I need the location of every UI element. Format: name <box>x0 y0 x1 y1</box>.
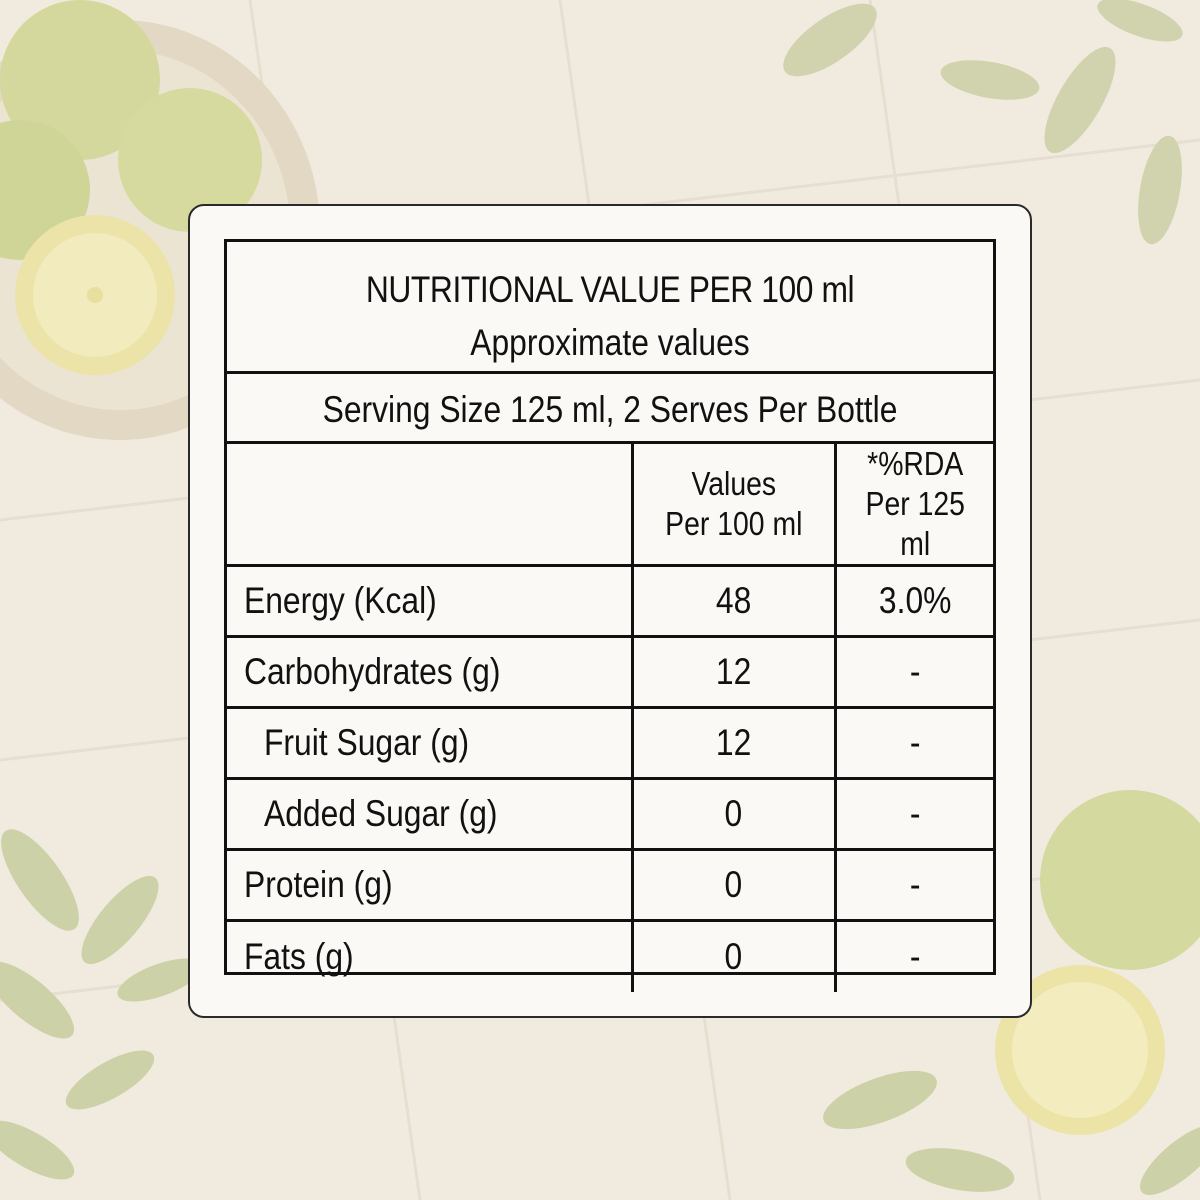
panel-subtitle: Approximate values <box>470 322 750 363</box>
value-rda: - <box>833 848 993 922</box>
table-row: Added Sugar (g) 0 - <box>227 777 993 851</box>
table-row: Fruit Sugar (g) 12 - <box>227 706 993 780</box>
table-row: Energy (Kcal) 48 3.0% <box>227 564 993 638</box>
value-rda: - <box>833 635 993 709</box>
nutrient-name: Added Sugar (g) <box>227 777 634 851</box>
value-per-100ml: 0 <box>630 777 837 851</box>
nutrient-name: Protein (g) <box>227 848 634 922</box>
nutrition-panel: NUTRITIONAL VALUE PER 100 ml Approximate… <box>224 239 996 992</box>
value-per-100ml: 48 <box>630 564 837 638</box>
value-rda: - <box>833 919 993 992</box>
value-rda: - <box>833 777 993 851</box>
panel-heading: NUTRITIONAL VALUE PER 100 ml Approximate… <box>227 242 993 374</box>
nutrient-name: Energy (Kcal) <box>227 564 634 638</box>
nutrient-name: Carbohydrates (g) <box>227 635 634 709</box>
header-per-100ml: Values Per 100 ml <box>630 444 837 567</box>
table-header-row: Values Per 100 ml *%RDA Per 125 ml <box>227 444 993 567</box>
value-per-100ml: 0 <box>630 919 837 992</box>
table-row: Protein (g) 0 - <box>227 848 993 922</box>
nutrient-name: Fats (g) <box>227 919 634 992</box>
panel-title: NUTRITIONAL VALUE PER 100 ml <box>365 269 855 310</box>
value-per-100ml: 12 <box>630 706 837 780</box>
value-per-100ml: 12 <box>630 635 837 709</box>
value-per-100ml: 0 <box>630 848 837 922</box>
serving-text: Serving Size 125 ml, 2 Serves Per Bottle <box>322 389 898 430</box>
table-row: Carbohydrates (g) 12 - <box>227 635 993 709</box>
header-rda: *%RDA Per 125 ml <box>833 444 993 567</box>
value-rda: 3.0% <box>833 564 993 638</box>
value-rda: - <box>833 706 993 780</box>
nutrition-table: Values Per 100 ml *%RDA Per 125 ml Energy … <box>227 444 993 992</box>
serving-info: Serving Size 125 ml, 2 Serves Per Bottle <box>227 374 993 444</box>
header-nutrient <box>227 444 634 567</box>
nutrient-name: Fruit Sugar (g) <box>227 706 634 780</box>
table-row: Fats (g) 0 - <box>227 919 993 992</box>
